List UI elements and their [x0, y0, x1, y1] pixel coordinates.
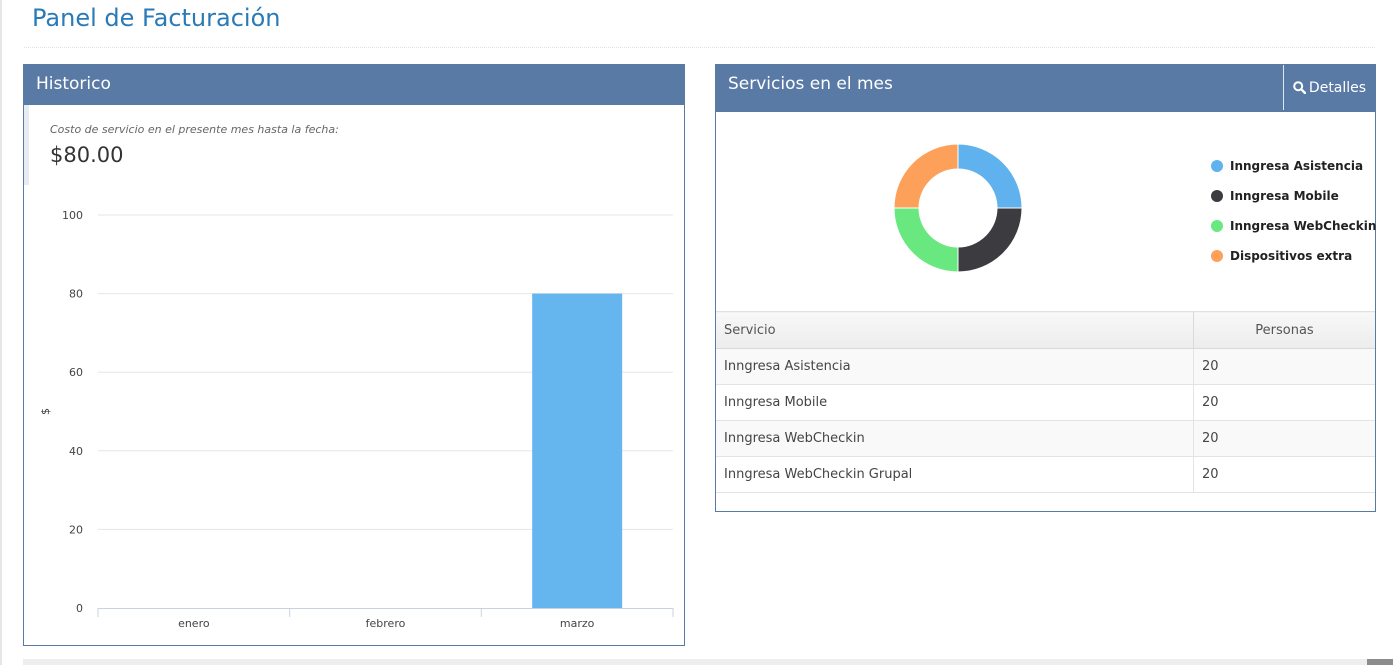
- x-tick-label: febrero: [366, 617, 406, 630]
- cost-value: $80.00: [50, 143, 124, 167]
- table-cell-personas: 20: [1193, 348, 1375, 385]
- legend-label: Inngresa WebCheckin: [1230, 219, 1377, 233]
- column-header-servicio[interactable]: Servicio: [716, 311, 1194, 349]
- servicios-panel-title: Servicios en el mes: [728, 74, 893, 94]
- legend-item[interactable]: Inngresa Mobile: [1211, 189, 1376, 219]
- servicios-panel: Servicios en el mes Detalles Inngresa As…: [715, 64, 1376, 512]
- title-divider: [24, 47, 1375, 48]
- servicios-panel-header: Servicios en el mes Detalles: [716, 65, 1375, 112]
- table-cell-personas: 20: [1193, 456, 1375, 493]
- legend-label: Inngresa Mobile: [1230, 189, 1339, 203]
- table-cell-servicio: Inngresa Mobile: [716, 384, 1194, 421]
- donut-slice: [957, 143, 1023, 209]
- x-tick-label: enero: [178, 617, 210, 630]
- y-tick-label: 100: [62, 209, 83, 222]
- search-icon: [1293, 81, 1307, 95]
- legend-label: Dispositivos extra: [1230, 249, 1353, 263]
- x-tick-label: marzo: [560, 617, 595, 630]
- table-row: Inngresa WebCheckin 20: [716, 420, 1375, 457]
- table-cell-servicio: Inngresa WebCheckin: [716, 420, 1194, 457]
- details-button-label: Detalles: [1308, 80, 1367, 96]
- cost-summary: Costo de servicio en el presente mes has…: [24, 105, 684, 185]
- details-button[interactable]: Detalles: [1283, 65, 1375, 110]
- table-row: Inngresa WebCheckin Grupal 20: [716, 456, 1375, 493]
- legend-label: Inngresa Asistencia: [1230, 159, 1364, 173]
- legend-item[interactable]: Inngresa WebCheckin: [1211, 219, 1376, 249]
- column-header-personas[interactable]: Personas: [1193, 311, 1375, 349]
- table-cell-personas: 20: [1193, 384, 1375, 421]
- historico-panel: Historico Costo de servicio en el presen…: [23, 64, 685, 646]
- table-header-row: Servicio Personas: [716, 311, 1375, 349]
- historico-bar-chart: 0 20 40 60 80 100 enero febrero marzo $: [39, 209, 674, 630]
- historico-panel-header: Historico: [24, 65, 684, 105]
- donut-legend: Inngresa Asistencia Inngresa Mobile Inng…: [1211, 159, 1376, 279]
- y-tick-label: 60: [69, 366, 83, 379]
- donut-slice: [957, 207, 1023, 273]
- donut-slice: [893, 207, 959, 273]
- services-donut-chart: [893, 143, 1023, 273]
- legend-item[interactable]: Dispositivos extra: [1211, 249, 1376, 279]
- scroll-to-top-button[interactable]: [1367, 659, 1393, 665]
- y-tick-label: 0: [76, 602, 83, 615]
- legend-dot: [1211, 160, 1223, 172]
- bar: [532, 293, 623, 608]
- horizontal-scrollbar-track[interactable]: [23, 659, 1393, 665]
- legend-dot: [1211, 190, 1223, 202]
- table-row: Inngresa Asistencia 20: [716, 348, 1375, 385]
- y-tick-label: 80: [69, 288, 83, 301]
- page-left-border: [0, 0, 2, 665]
- y-tick-label: 40: [69, 445, 83, 458]
- services-table: Servicio Personas Inngresa Asistencia 20…: [716, 311, 1375, 493]
- cost-label: Costo de servicio en el presente mes has…: [50, 123, 339, 136]
- table-cell-servicio: Inngresa WebCheckin Grupal: [716, 456, 1194, 493]
- legend-item[interactable]: Inngresa Asistencia: [1211, 159, 1376, 189]
- historico-panel-title: Historico: [36, 74, 111, 94]
- table-cell-servicio: Inngresa Asistencia: [716, 348, 1194, 385]
- y-tick-label: 20: [69, 523, 83, 536]
- table-cell-personas: 20: [1193, 420, 1375, 457]
- legend-dot: [1211, 250, 1223, 262]
- donut-slice: [893, 143, 959, 209]
- page-title: Panel de Facturación: [32, 4, 281, 32]
- legend-dot: [1211, 220, 1223, 232]
- y-axis-label: $: [39, 408, 52, 415]
- table-row: Inngresa Mobile 20: [716, 384, 1375, 421]
